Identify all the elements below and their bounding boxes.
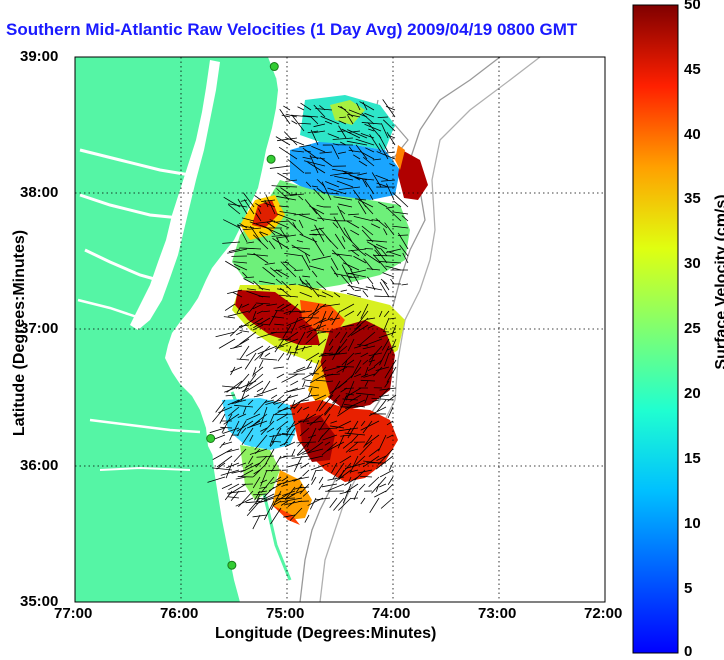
colorbar-tick: 15 — [684, 450, 701, 467]
y-axis-label: Latitude (Degrees:Minutes) — [11, 218, 29, 448]
xtick-label: 77:00 — [54, 605, 92, 622]
station-marker — [207, 435, 215, 443]
ytick-label: 36:00 — [20, 457, 58, 474]
colorbar-tick: 25 — [684, 320, 701, 337]
colorbar — [633, 5, 678, 653]
colorbar-tick: 0 — [684, 643, 692, 660]
colorbar-label: Surface Velocity (cm/s) — [713, 172, 724, 392]
station-marker — [228, 561, 236, 569]
colorbar-tick: 30 — [684, 255, 701, 272]
ytick-label: 39:00 — [20, 48, 58, 65]
xtick-label: 73:00 — [478, 605, 516, 622]
station-marker — [267, 155, 275, 163]
colorbar-tick: 10 — [684, 515, 701, 532]
x-axis-label: Longitude (Degrees:Minutes) — [215, 625, 436, 643]
colorbar-tick: 50 — [684, 0, 701, 13]
ytick-label: 35:00 — [20, 593, 58, 610]
xtick-label: 76:00 — [160, 605, 198, 622]
colorbar-tick: 20 — [684, 385, 701, 402]
colorbar-tick: 35 — [684, 190, 701, 207]
xtick-label: 72:00 — [584, 605, 622, 622]
ytick-label: 38:00 — [20, 184, 58, 201]
xtick-label: 75:00 — [266, 605, 304, 622]
colorbar-tick: 5 — [684, 580, 692, 597]
xtick-label: 74:00 — [372, 605, 410, 622]
station-marker — [270, 63, 278, 71]
colorbar-tick: 40 — [684, 126, 701, 143]
colorbar-tick: 45 — [684, 61, 701, 78]
